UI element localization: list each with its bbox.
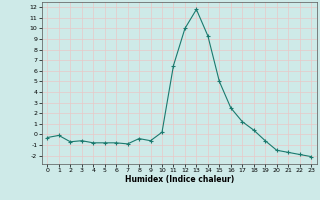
X-axis label: Humidex (Indice chaleur): Humidex (Indice chaleur) [124, 175, 234, 184]
